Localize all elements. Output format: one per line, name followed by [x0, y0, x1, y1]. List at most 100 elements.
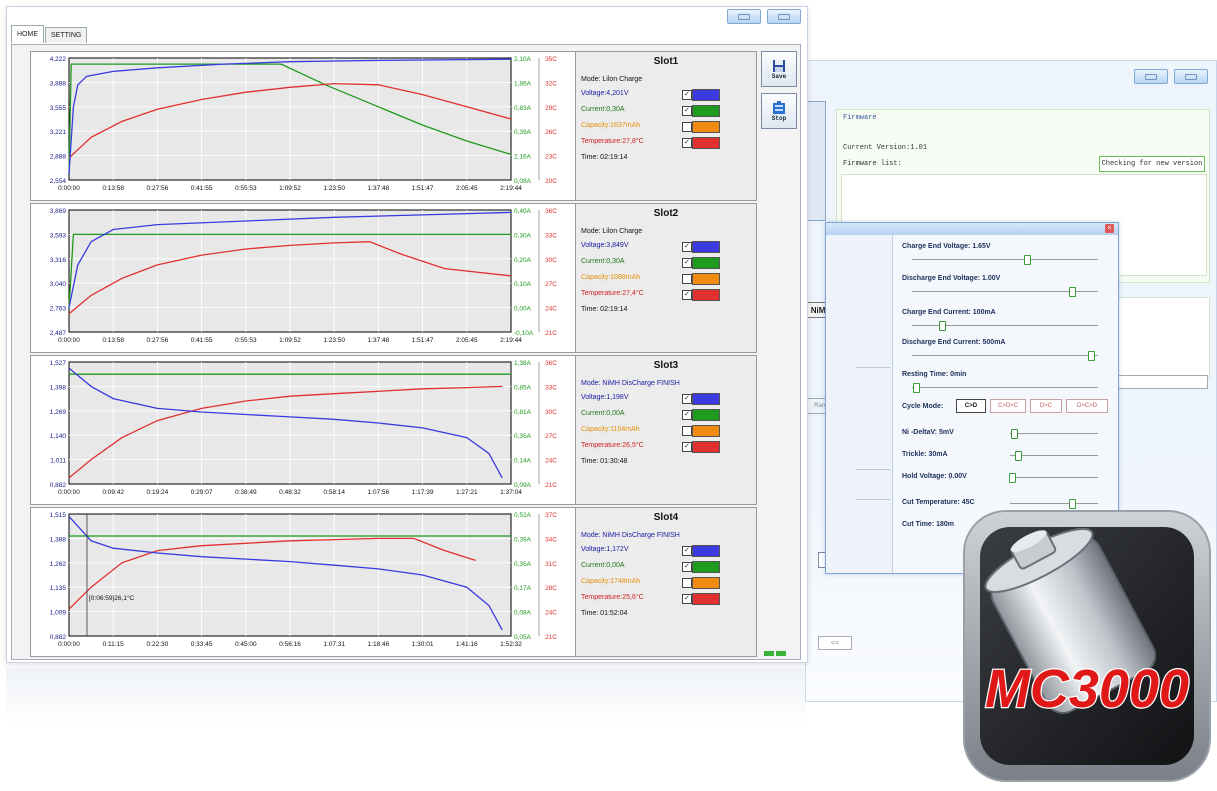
- slot4-chart[interactable]: 1,515 1,388 1,262 1,135 1,009 0,882 0,52A 0,39A…: [30, 507, 576, 657]
- stop-button[interactable]: Stop: [761, 93, 797, 129]
- temperature-tick-label: 36C: [545, 360, 557, 367]
- time-tick-label: 1:07:56: [368, 489, 390, 496]
- voltage-readout: Voltage:3,849V: [581, 242, 629, 249]
- voltage-tick-label: 3,221: [50, 129, 67, 136]
- current-checkbox[interactable]: ✓: [682, 562, 692, 572]
- time-tick-label: 1:09:52: [279, 185, 301, 192]
- cycle-mode-button[interactable]: D>C>D: [1066, 399, 1108, 413]
- cycle-mode-button[interactable]: D>C: [1030, 399, 1062, 413]
- param-slider[interactable]: [912, 355, 1098, 356]
- slot-mode: Mode: Lilon Charge: [581, 76, 643, 83]
- slot-mode: Mode: Lilon Charge: [581, 228, 643, 235]
- temperature-tick-label: 37C: [545, 512, 557, 519]
- slider-thumb[interactable]: [1087, 351, 1095, 361]
- current-tick-label: 0,00A: [514, 306, 532, 313]
- current-checkbox[interactable]: ✓: [682, 410, 692, 420]
- param-label: Discharge End Current: 500mA: [902, 339, 1006, 346]
- tab-setting[interactable]: SETTING: [45, 27, 88, 43]
- temperature-tick-label: 24C: [545, 610, 557, 617]
- temperature-tick-label: 27C: [545, 281, 557, 288]
- voltage-checkbox[interactable]: ✓: [682, 394, 692, 404]
- slider-thumb[interactable]: [1008, 473, 1016, 483]
- divider: [856, 367, 890, 368]
- slot3-chart[interactable]: 1,527 1,398 1,269 1,140 1,011 0,882 1,38A 0,85A…: [30, 355, 576, 505]
- time-tick-label: 0:22:30: [147, 641, 169, 648]
- voltage-checkbox[interactable]: ✓: [682, 546, 692, 556]
- voltage-checkbox[interactable]: ✓: [682, 90, 692, 100]
- param-slider[interactable]: [912, 259, 1098, 260]
- slot2-panel: Slot2 Mode: Lilon Charge Voltage:3,849V ✓ Cu…: [575, 203, 757, 353]
- param-slider[interactable]: [1010, 503, 1098, 504]
- settings-side-panel: [806, 101, 826, 221]
- temperature-color-swatch: [692, 289, 720, 301]
- tab-home[interactable]: HOME: [11, 25, 44, 43]
- minimize-button[interactable]: [1134, 69, 1168, 84]
- param-slider[interactable]: [1010, 433, 1098, 434]
- maximize-button[interactable]: [767, 9, 801, 24]
- slider-thumb[interactable]: [1024, 255, 1032, 265]
- slider-thumb[interactable]: [1068, 499, 1076, 509]
- temperature-checkbox[interactable]: ✓: [682, 442, 692, 452]
- current-tick-label: 0,35A: [514, 561, 532, 568]
- slot2-chart[interactable]: 3,869 3,593 3,316 3,040 2,763 2,487 0,40A 0,30A…: [30, 203, 576, 353]
- capacity-checkbox[interactable]: [682, 122, 692, 132]
- temperature-tick-label: 26C: [545, 129, 557, 136]
- time-tick-label: 1:41:16: [456, 641, 478, 648]
- voltage-color-swatch: [692, 89, 720, 101]
- cursor-readout: [0:06:59]26,1°C: [89, 594, 135, 602]
- temperature-series-line: [68, 241, 512, 315]
- param-slider[interactable]: [912, 387, 1098, 388]
- current-checkbox[interactable]: ✓: [682, 106, 692, 116]
- elapsed-time: Time: 01:30:48: [581, 458, 628, 465]
- temperature-readout: Temperature:25,6°C: [581, 594, 644, 601]
- temperature-tick-label: 21C: [545, 482, 557, 489]
- voltage-tick-label: 1,527: [50, 360, 67, 367]
- current-series-line: [68, 63, 512, 174]
- time-tick-label: 0:55:53: [235, 185, 257, 192]
- param-slider[interactable]: [912, 291, 1098, 292]
- slot-plot: 1,515 1,388 1,262 1,135 1,009 0,882 0,52A 0,39A…: [50, 512, 558, 648]
- cycle-mode-button[interactable]: C>D: [956, 399, 986, 413]
- cycle-mode-button[interactable]: C>D>C: [990, 399, 1026, 413]
- slider-thumb[interactable]: [938, 321, 946, 331]
- temperature-checkbox[interactable]: ✓: [682, 138, 692, 148]
- current-readout: Current:0,00A: [581, 562, 625, 569]
- capacity-readout: Capacity:1637mAh: [581, 122, 641, 129]
- elapsed-time: Time: 02:19:14: [581, 306, 628, 313]
- slider-thumb[interactable]: [1068, 287, 1076, 297]
- settings-input[interactable]: [1118, 375, 1208, 389]
- temperature-tick-label: 27C: [545, 433, 557, 440]
- minimize-button[interactable]: [727, 9, 761, 24]
- save-button[interactable]: Save: [761, 51, 797, 87]
- collapse-button-secondary[interactable]: <<: [818, 636, 852, 650]
- slot1-chart[interactable]: 4,222 3,888 3,555 3,221 2,888 2,554 2,10A 1,86A…: [30, 51, 576, 201]
- current-tick-label: 1,86A: [514, 80, 532, 87]
- maximize-button[interactable]: [1174, 69, 1208, 84]
- capacity-checkbox[interactable]: [682, 274, 692, 284]
- maximize-icon: [1185, 73, 1197, 80]
- voltage-checkbox[interactable]: ✓: [682, 242, 692, 252]
- temperature-series-line: [68, 537, 476, 610]
- temperature-checkbox[interactable]: ✓: [682, 594, 692, 604]
- time-tick-label: 0:09:42: [102, 489, 124, 496]
- voltage-tick-label: 2,487: [50, 330, 67, 337]
- temperature-readout: Temperature:26,5°C: [581, 442, 644, 449]
- slider-thumb[interactable]: [912, 383, 920, 393]
- slot-plot: 4,222 3,888 3,555 3,221 2,888 2,554 2,10A 1,86A…: [50, 56, 558, 192]
- check-version-button[interactable]: Checking for new version: [1099, 156, 1205, 172]
- capacity-color-swatch: [692, 121, 720, 133]
- close-icon[interactable]: ×: [1105, 224, 1114, 233]
- param-slider[interactable]: [1010, 455, 1098, 456]
- slider-thumb[interactable]: [1011, 429, 1019, 439]
- slider-thumb[interactable]: [1014, 451, 1022, 461]
- param-slider[interactable]: [1010, 477, 1098, 478]
- time-tick-label: 0:33:45: [191, 641, 213, 648]
- current-checkbox[interactable]: ✓: [682, 258, 692, 268]
- capacity-checkbox[interactable]: [682, 578, 692, 588]
- temperature-tick-label: 30C: [545, 257, 557, 264]
- param-slider[interactable]: [912, 325, 1098, 326]
- capacity-checkbox[interactable]: [682, 426, 692, 436]
- temperature-checkbox[interactable]: ✓: [682, 290, 692, 300]
- time-tick-label: 0:29:07: [191, 489, 213, 496]
- battery-stop-icon: [773, 100, 785, 114]
